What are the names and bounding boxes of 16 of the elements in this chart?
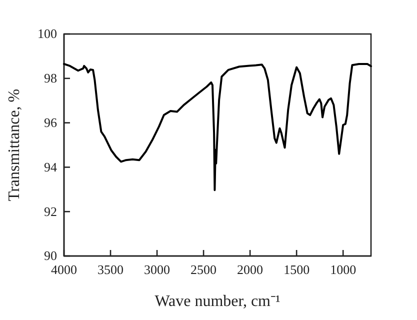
x-tick-label: 2000 [237, 262, 264, 278]
y-tick-label: 100 [38, 26, 57, 42]
y-axis-title: Transmittance, % [6, 88, 23, 202]
y-tick-label: 94 [44, 159, 58, 174]
x-tick-label: 4000 [51, 262, 77, 278]
x-tick-label: 3500 [98, 262, 124, 278]
line-series [63, 62, 372, 192]
x-tick-label: 3000 [144, 262, 170, 278]
y-tick-label: 98 [44, 70, 57, 86]
y-tick-label: 96 [44, 114, 58, 130]
x-tick-label: 1500 [284, 262, 310, 278]
x-axis-title: Wave number, cm⁻¹ [154, 293, 280, 310]
x-tick-label: 1000 [330, 262, 356, 278]
y-tick-label: 92 [44, 204, 57, 219]
x-tick-label: 2500 [190, 262, 217, 278]
y-tick-label: 90 [44, 248, 57, 264]
